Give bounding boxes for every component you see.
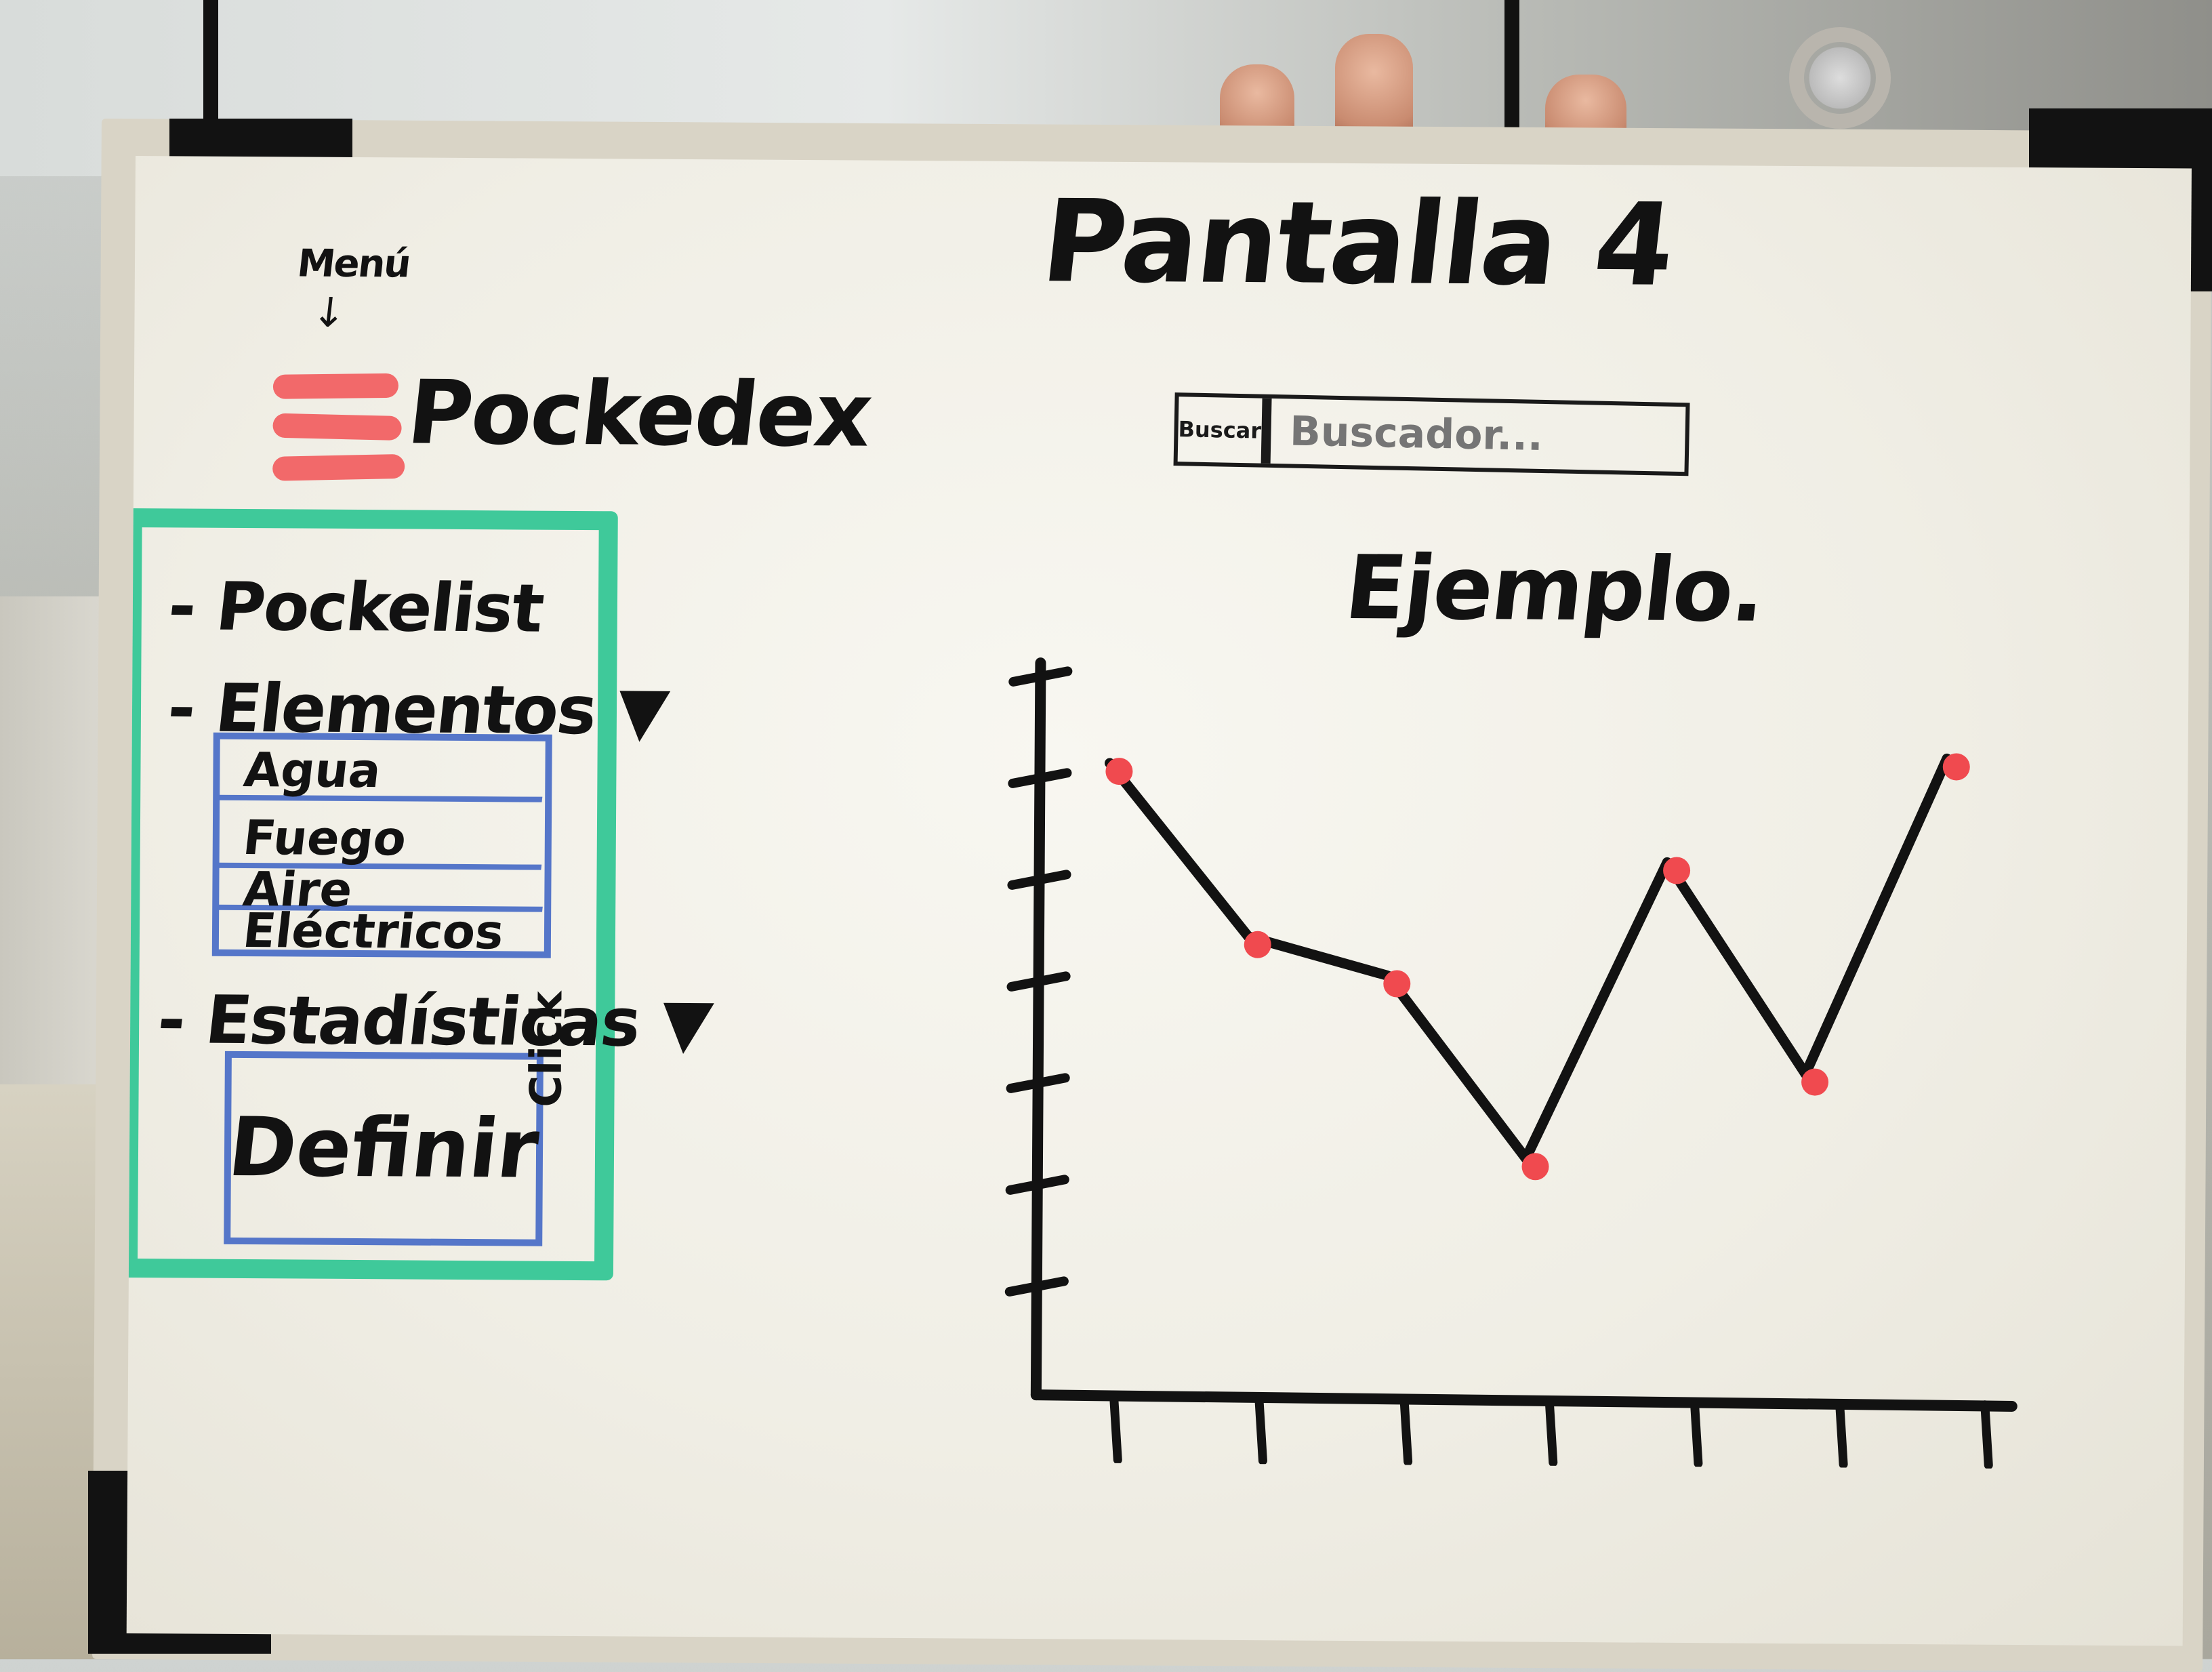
whiteboard: Pantalla 4 Menú ↓ Pockedex Buscar - Pock… <box>126 156 2192 1646</box>
click-note: Click <box>521 991 573 1107</box>
data-point <box>1105 758 1133 786</box>
search-bar: Buscar <box>1173 392 1858 476</box>
y-tick <box>1005 1175 1069 1195</box>
data-point <box>1383 970 1411 998</box>
x-tick <box>1835 1399 1848 1469</box>
page-title: Pantalla 4 <box>1036 175 1681 312</box>
y-tick <box>1008 768 1072 788</box>
data-point <box>1521 1153 1549 1181</box>
series-line <box>1104 753 1952 1164</box>
y-tick <box>1004 1276 1069 1297</box>
x-tick <box>1254 1395 1267 1465</box>
hamburger-icon[interactable] <box>272 360 409 483</box>
y-axis <box>1030 657 1046 1401</box>
board-hanger <box>1789 27 1891 129</box>
y-tick <box>1007 870 1071 890</box>
data-point <box>1801 1068 1829 1096</box>
stats-define-button[interactable]: Definir <box>224 1051 544 1246</box>
line-chart <box>1004 657 2018 1469</box>
submenu-item-agua[interactable]: Agua <box>216 739 549 802</box>
data-point <box>1942 753 1970 781</box>
submenu-item-fuego[interactable]: Fuego <box>216 800 549 870</box>
data-point <box>1663 857 1691 884</box>
x-axis <box>1030 1389 2018 1412</box>
x-tick <box>1399 1396 1413 1467</box>
search-button[interactable]: Buscar <box>1177 396 1272 464</box>
finger <box>1335 34 1413 142</box>
menu-hint-arrow: ↓ <box>309 289 348 337</box>
elements-submenu: Agua Fuego Aire Eléctricos <box>211 732 552 960</box>
x-tick <box>1689 1398 1703 1468</box>
search-input[interactable] <box>1270 397 1858 476</box>
background-post <box>1504 0 1519 136</box>
background-post <box>203 0 218 136</box>
y-tick <box>1008 666 1073 687</box>
x-tick <box>1544 1398 1558 1467</box>
y-tick <box>1006 971 1071 992</box>
x-tick <box>1109 1395 1122 1465</box>
menu-hint-label: Menú <box>295 241 413 287</box>
app-title: Pockedex <box>403 361 877 467</box>
sidebar-item-estadisticas[interactable]: - Estadísticas ▼ <box>153 981 716 1063</box>
y-tick <box>1006 1073 1070 1093</box>
submenu-item-electricos[interactable]: Eléctricos <box>240 903 507 960</box>
x-tick <box>1980 1400 1993 1469</box>
sidebar-item-pockelist[interactable]: - Pockelist <box>164 568 547 648</box>
data-point <box>1244 931 1271 958</box>
stats-define-label: Definir <box>224 1100 544 1197</box>
